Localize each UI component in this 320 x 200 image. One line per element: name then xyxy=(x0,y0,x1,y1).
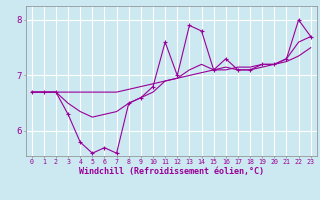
X-axis label: Windchill (Refroidissement éolien,°C): Windchill (Refroidissement éolien,°C) xyxy=(79,167,264,176)
